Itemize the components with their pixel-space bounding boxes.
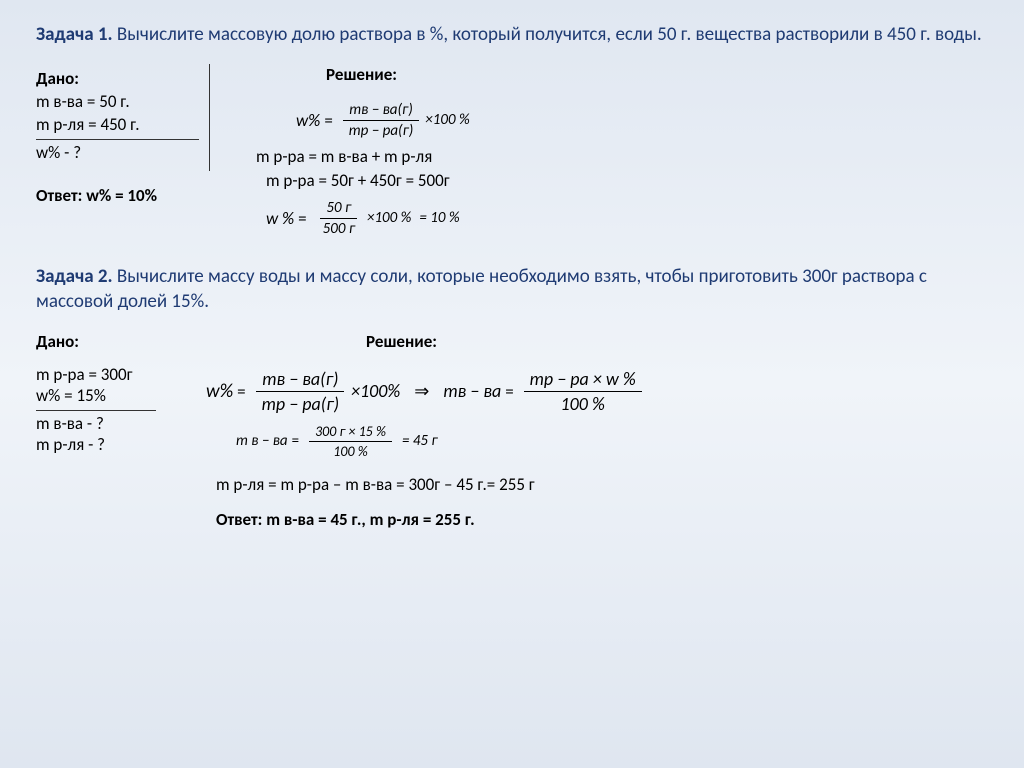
given-heading: Дано: — [36, 331, 206, 352]
frac-top: mв − ва(г) — [343, 101, 418, 121]
equals: = — [237, 381, 245, 402]
mult-100: ×100% — [351, 380, 400, 402]
problem-1-solution: Решение: w% = mв − ва(г) mр − ра(г) ×100… — [226, 64, 988, 244]
problem-1-block: Дано: m в-ва = 50 г. m р-ля = 450 г. w% … — [36, 64, 988, 244]
equals: = — [505, 381, 513, 402]
solution-step: m р-ра = m в-ва + m р-ля — [256, 146, 988, 167]
problem-1-given: Дано: m в-ва = 50 г. m р-ля = 450 г. w% … — [36, 64, 210, 171]
mult-100: ×100 % — [367, 209, 411, 227]
problem-2-solution: Решение: w% = mв − ва(г) mр − ра(г) ×100… — [206, 331, 988, 495]
frac-top: 300 г × 15 % — [309, 423, 392, 442]
mult-100: ×100 % — [425, 111, 469, 129]
problem-1-number: Задача 1. — [36, 23, 113, 46]
problem-2-block: Дано: m р-ра = 300г w% = 15% m в-ва - ? … — [36, 331, 988, 495]
fraction: mр − ра × w % 100 % — [524, 368, 642, 415]
problem-1-left: Дано: m в-ва = 50 г. m р-ля = 450 г. w% … — [36, 64, 226, 206]
given-line: w% = 15% — [36, 385, 206, 406]
formula-mass-fraction: w% = mв − ва(г) mр − ра(г) ×100 % — [296, 101, 988, 140]
problem-2-answer: Ответ: m в-ва = 45 г., m р-ля = 255 г. — [216, 509, 988, 530]
calc-result: = 45 г — [402, 432, 438, 450]
frac-bot: mр − ра(г) — [343, 121, 420, 140]
unknown-line: w% - ? — [36, 142, 199, 163]
var-w: w% — [296, 110, 320, 131]
frac-top: mр − ра × w % — [524, 368, 642, 392]
problem-1-answer: Ответ: w% = 10% — [36, 185, 226, 206]
given-line: m р-ра = 300г — [36, 364, 206, 385]
solution-heading: Решение: — [326, 64, 988, 85]
frac-bot: 100 % — [327, 442, 373, 460]
formula-calc: m в − ва = 300 г × 15 % 100 % = 45 г — [236, 423, 988, 460]
solution-heading: Решение: — [366, 331, 988, 352]
solution-step: m р-ра = 50г + 450г = 500г — [266, 170, 988, 191]
problem-1-statement: Задача 1. Вычислите массовую долю раство… — [36, 22, 988, 48]
fraction: mв − ва(г) mр − ра(г) — [343, 101, 420, 140]
calc-lhs: m в − ва — [236, 432, 288, 450]
problem-2-number: Задача 2. — [36, 265, 113, 288]
frac-bot: 100 % — [555, 392, 611, 415]
arrow-icon: ⇒ — [414, 380, 429, 402]
frac-bot: mр − ра(г) — [256, 392, 345, 415]
fraction: 50 г 500 г — [317, 199, 361, 238]
given-line: m в-ва = 50 г. — [36, 91, 199, 112]
unknown-line: m р-ля - ? — [36, 434, 206, 455]
problem-2-text: Вычислите массу воды и массу соли, котор… — [36, 265, 927, 314]
solvent-calc: m р-ля = m р-ра – m в-ва = 300г – 45 г.=… — [216, 474, 988, 495]
problem-2-given: m р-ра = 300г w% = 15% m в-ва - ? m р-ля… — [36, 364, 206, 455]
equals: = — [292, 432, 299, 450]
frac-top: mв − ва(г) — [256, 368, 344, 392]
unknown-line: m в-ва - ? — [36, 413, 206, 434]
problem-2-statement: Задача 2. Вычислите массу воды и массу с… — [36, 264, 988, 315]
frac-bot: 500 г — [317, 219, 361, 238]
fraction: 300 г × 15 % 100 % — [309, 423, 392, 460]
formula-result: w % = 50 г 500 г ×100 % = 10 % — [266, 199, 988, 238]
problem-1-text: Вычислите массовую долю раствора в %, ко… — [113, 23, 982, 46]
var-w: w% — [206, 380, 233, 403]
divider — [36, 139, 199, 140]
fraction: mв − ва(г) mр − ра(г) — [256, 368, 345, 415]
frac-top: 50 г — [320, 199, 357, 219]
var-w: w % — [266, 208, 294, 229]
problem-2-left: Дано: m р-ра = 300г w% = 15% m в-ва - ? … — [36, 331, 206, 455]
given-line: m р-ля = 450 г. — [36, 114, 199, 135]
divider — [36, 410, 156, 411]
formula-row-derivation: w% = mв − ва(г) mр − ра(г) ×100% ⇒ mв − … — [206, 368, 988, 415]
given-heading: Дано: — [36, 68, 199, 89]
equals: = — [324, 110, 332, 131]
result-value: = 10 % — [419, 209, 459, 227]
equals: = — [298, 208, 306, 229]
derived-lhs: mв − ва — [443, 380, 501, 402]
